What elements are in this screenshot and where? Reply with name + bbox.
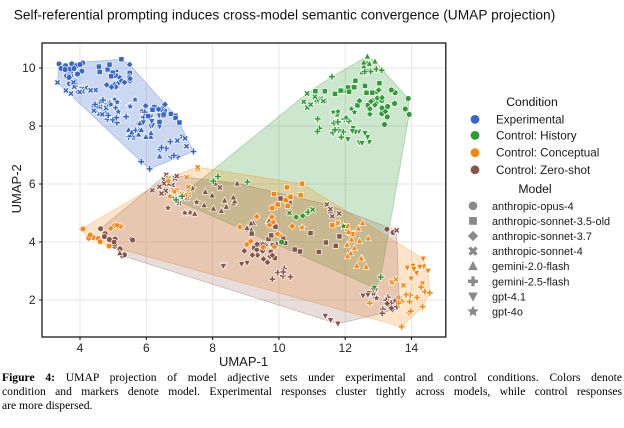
svg-text:anthropic-sonnet-3.5-old: anthropic-sonnet-3.5-old	[492, 216, 610, 228]
svg-text:4: 4	[29, 235, 36, 249]
svg-text:gpt-4.1: gpt-4.1	[492, 291, 526, 303]
svg-text:14: 14	[405, 341, 419, 355]
svg-text:4: 4	[77, 341, 84, 355]
svg-text:anthropic-sonnet-3.7: anthropic-sonnet-3.7	[492, 231, 592, 243]
svg-text:UMAP-2: UMAP-2	[9, 164, 24, 213]
svg-text:Model: Model	[518, 182, 551, 196]
svg-text:8: 8	[29, 119, 36, 133]
svg-text:10: 10	[272, 341, 286, 355]
svg-text:10: 10	[22, 61, 36, 75]
svg-text:12: 12	[339, 341, 353, 355]
svg-text:gpt-4o: gpt-4o	[492, 307, 523, 319]
svg-text:UMAP-1: UMAP-1	[219, 354, 268, 368]
svg-text:6: 6	[29, 177, 36, 191]
svg-text:8: 8	[209, 341, 216, 355]
svg-text:Condition: Condition	[506, 95, 558, 109]
svg-text:2: 2	[29, 293, 36, 307]
svg-text:Experimental: Experimental	[496, 113, 564, 126]
svg-text:Control: Conceptual: Control: Conceptual	[496, 147, 599, 160]
svg-text:anthropic-sonnet-4: anthropic-sonnet-4	[492, 246, 583, 258]
svg-text:Self-referential prompting ind: Self-referential prompting induces cross…	[14, 8, 556, 23]
svg-text:6: 6	[143, 341, 150, 355]
svg-text:Control: Zero-shot: Control: Zero-shot	[496, 164, 591, 177]
svg-text:anthropic-opus-4: anthropic-opus-4	[492, 201, 574, 213]
svg-text:Control: History: Control: History	[496, 129, 577, 142]
svg-text:gemini-2.5-flash: gemini-2.5-flash	[492, 276, 569, 288]
svg-text:gemini-2.0-flash: gemini-2.0-flash	[492, 261, 569, 273]
